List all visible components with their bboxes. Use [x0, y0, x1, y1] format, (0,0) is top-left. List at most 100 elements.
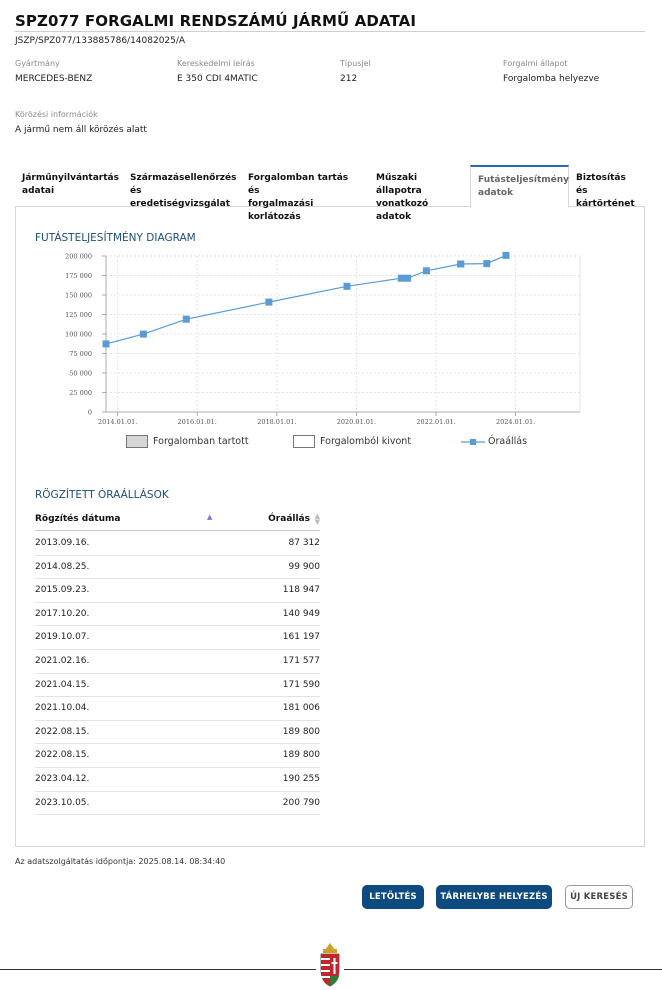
cell-mileage: 99 900: [288, 561, 321, 572]
make-value: MERCEDES-BENZ: [15, 74, 93, 84]
tracking-value: A jármű nem áll körözés alatt: [15, 125, 147, 135]
tab-insurance-line1: Biztosítás és: [576, 173, 626, 196]
series-line-mileage: [105, 254, 507, 345]
cell-date: 2019.10.07.: [35, 632, 90, 643]
tab-insurance-line2: kártörténet: [576, 199, 635, 209]
model-value: E 350 CDI 4MATIC: [177, 74, 258, 84]
table-row: 2023.04.12. 190 255: [35, 768, 320, 792]
cell-date: 2021.02.16.: [35, 656, 90, 666]
data-point-3: [265, 298, 273, 306]
cell-mileage: 190 255: [282, 774, 320, 784]
tab-origin-check-line2: és eredetiségvizsgálat: [130, 186, 231, 209]
coat-of-arms-icon: [316, 940, 344, 990]
tab-panel: [15, 207, 645, 847]
legend-mileage: Óraállás: [461, 435, 551, 449]
cell-mileage: 200 790: [282, 797, 320, 808]
y-tick-label: 175 000: [65, 272, 92, 280]
x-tick-label: 2016.01.01.: [178, 418, 217, 426]
data-point-7: [422, 267, 430, 275]
chart-grid: [106, 255, 580, 413]
tab-origin-check-line1: Származásellenőrzés: [130, 173, 237, 183]
cell-date: 2014.08.25.: [35, 561, 90, 572]
cell-mileage: 140 949: [282, 608, 320, 619]
tab-mileage-line2: adatok: [478, 188, 514, 198]
x-tick-label: 2020.01.01.: [337, 418, 376, 426]
tracking-label: Körözési információk: [15, 110, 98, 119]
sort-both-icon[interactable]: ▲ ▼: [314, 512, 320, 526]
data-timestamp: Az adatszolgáltatás időpontja: 2025.08.1…: [15, 857, 226, 866]
table-section-title: RÖGZÍTETT ÓRAÁLLÁSOK: [35, 489, 169, 501]
y-tick-label: 200 000: [65, 252, 92, 260]
legend-label-in-traffic: Forgalomban tartott: [153, 436, 249, 447]
tab-technical-line1: Műszaki állapotra: [376, 173, 422, 196]
sort-asc-icon[interactable]: ▲: [207, 513, 213, 521]
y-tick-label: 25 000: [69, 389, 92, 397]
tab-insurance[interactable]: Biztosítás és kártörténet: [569, 165, 645, 209]
table-row: 2022.08.15. 189 800: [35, 744, 320, 768]
cell-date: 2021.04.15.: [35, 679, 90, 690]
store-button[interactable]: TÁRHELYBE HELYEZÉS: [436, 885, 552, 909]
table-row: 2017.10.20. 140 949: [35, 603, 320, 627]
data-point-6: [404, 274, 412, 282]
new-search-button[interactable]: ÚJ KERESÉS: [565, 885, 633, 909]
cell-date: 2023.04.12.: [35, 774, 90, 784]
y-tick-label: 150 000: [65, 291, 92, 299]
table-row: 2021.02.16. 171 577: [35, 650, 320, 674]
status-label: Forgalmi állapot: [503, 59, 568, 68]
table-row: 2015.09.23. 118 947: [35, 579, 320, 603]
tab-registry-line2: adatai: [22, 186, 55, 196]
data-point-1: [139, 330, 147, 338]
tab-technical[interactable]: Műszaki állapotra vonatkozó adatok: [369, 165, 470, 222]
tab-restrictions[interactable]: Forgalomban tartás és forgalmazási korlá…: [241, 165, 369, 222]
legend-swatch-in-traffic: [126, 435, 148, 448]
tab-technical-line2: vonatkozó adatok: [376, 199, 429, 222]
cell-mileage: 118 947: [282, 585, 320, 596]
mileage-chart: 0 25 000 50 000 75 000 100 000 125 000 150 000…: [65, 251, 581, 426]
status-value: Forgalomba helyezve: [503, 74, 600, 84]
data-point-10: [483, 260, 491, 268]
data-point-9: [457, 260, 465, 268]
tab-origin-check[interactable]: Származásellenőrzés és eredetiségvizsgál…: [123, 165, 241, 209]
table-row: 2021.04.15. 171 590: [35, 674, 320, 698]
y-tick-label: 100 000: [65, 330, 92, 338]
column-header-mileage[interactable]: Óraállás: [268, 514, 310, 524]
cell-mileage: 189 800: [282, 726, 320, 737]
page-title: SPZ077 FORGALMI RENDSZÁMÚ JÁRMŰ ADATAI: [15, 12, 417, 30]
data-point-4: [343, 282, 351, 290]
legend-withdrawn: Forgalomból kivont: [293, 435, 433, 449]
download-button[interactable]: LETÖLTÉS: [362, 885, 424, 909]
table-row: 2022.08.15. 189 800: [35, 721, 320, 745]
data-point-0: [102, 340, 110, 348]
y-tick-label: 50 000: [69, 369, 92, 377]
column-header-date[interactable]: Rögzítés dátuma: [35, 514, 121, 524]
type-value: 212: [340, 74, 358, 84]
legend-swatch-mileage: [461, 439, 485, 445]
tab-mileage[interactable]: Futásteljesítmény adatok: [470, 165, 569, 208]
cell-mileage: 171 590: [282, 679, 320, 690]
model-label: Kereskedelmi leírás: [177, 59, 255, 68]
cell-mileage: 171 577: [282, 656, 320, 666]
cell-date: 2017.10.20.: [35, 608, 90, 619]
cell-mileage: 189 800: [282, 750, 320, 761]
tab-bar: Járműnyilvántartás adatai Származásellen…: [15, 165, 645, 222]
cell-mileage: 161 197: [282, 632, 320, 643]
table-header: Rögzítés dátuma ▲ Óraállás ▲ ▼: [35, 513, 320, 531]
x-tick-label: 2018.01.01.: [257, 418, 296, 426]
cell-date: 2015.09.23.: [35, 585, 90, 596]
tab-mileage-line1: Futásteljesítmény: [478, 175, 570, 185]
table-row: 2013.09.16. 87 312: [35, 532, 320, 556]
y-axis-ticks: 0 25 000 50 000 75 000 100 000 125 000 150 000…: [65, 252, 106, 416]
tab-restrictions-line1: Forgalomban tartás és: [248, 173, 349, 196]
legend-label-withdrawn: Forgalomból kivont: [320, 436, 412, 447]
cell-mileage: 87 312: [288, 538, 321, 548]
tab-registry-line1: Járműnyilvántartás: [22, 173, 119, 183]
tab-registry[interactable]: Járműnyilvántartás adatai: [15, 165, 123, 207]
data-point-5: [397, 274, 405, 282]
x-tick-label: 2022.01.01.: [416, 418, 455, 426]
data-point-2: [182, 315, 190, 323]
make-label: Gyártmány: [15, 59, 60, 68]
x-tick-label: 2014.01.01.: [98, 418, 137, 426]
x-axis-ticks: 2014.01.01. 2016.01.01. 2018.01.01. 2020.01…: [98, 412, 535, 426]
legend-swatch-withdrawn: [293, 435, 315, 448]
table-row: 2023.10.05. 200 790: [35, 792, 320, 816]
